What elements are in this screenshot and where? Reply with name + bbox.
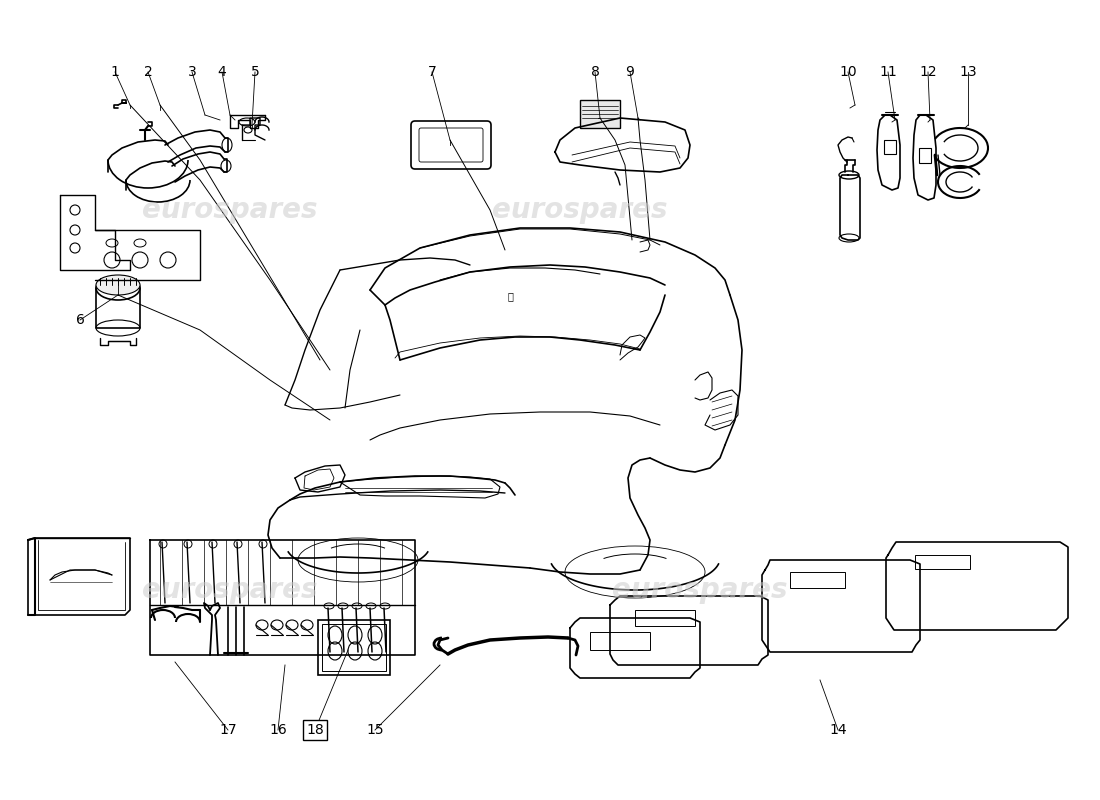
Ellipse shape bbox=[96, 275, 140, 295]
Bar bbox=[915, 555, 970, 569]
Bar bbox=[884, 140, 896, 154]
Text: 11: 11 bbox=[879, 65, 896, 79]
Text: 16: 16 bbox=[270, 723, 287, 737]
Text: eurospares: eurospares bbox=[142, 576, 318, 604]
Text: 17: 17 bbox=[219, 723, 236, 737]
Text: 9: 9 bbox=[626, 65, 635, 79]
Text: 3: 3 bbox=[188, 65, 197, 79]
Bar bbox=[580, 100, 620, 128]
Text: 4: 4 bbox=[218, 65, 227, 79]
Text: 13: 13 bbox=[959, 65, 977, 79]
Text: eurospares: eurospares bbox=[142, 196, 318, 224]
Text: 8: 8 bbox=[591, 65, 600, 79]
Bar bbox=[635, 610, 695, 626]
Text: 15: 15 bbox=[366, 723, 384, 737]
Bar bbox=[322, 624, 386, 671]
Text: 7: 7 bbox=[428, 65, 437, 79]
Text: 12: 12 bbox=[920, 65, 937, 79]
Text: eurospares: eurospares bbox=[493, 196, 668, 224]
Text: 5: 5 bbox=[251, 65, 260, 79]
Text: eurospares: eurospares bbox=[613, 576, 788, 604]
Bar bbox=[918, 148, 931, 163]
Text: 6: 6 bbox=[76, 313, 85, 327]
Text: 18: 18 bbox=[306, 723, 323, 737]
Bar bbox=[590, 632, 650, 650]
Bar bbox=[790, 572, 845, 588]
Text: 1: 1 bbox=[111, 65, 120, 79]
Text: 🐂: 🐂 bbox=[507, 291, 513, 301]
Text: 10: 10 bbox=[839, 65, 857, 79]
Text: 14: 14 bbox=[829, 723, 847, 737]
Text: 2: 2 bbox=[144, 65, 153, 79]
Bar bbox=[318, 620, 390, 675]
